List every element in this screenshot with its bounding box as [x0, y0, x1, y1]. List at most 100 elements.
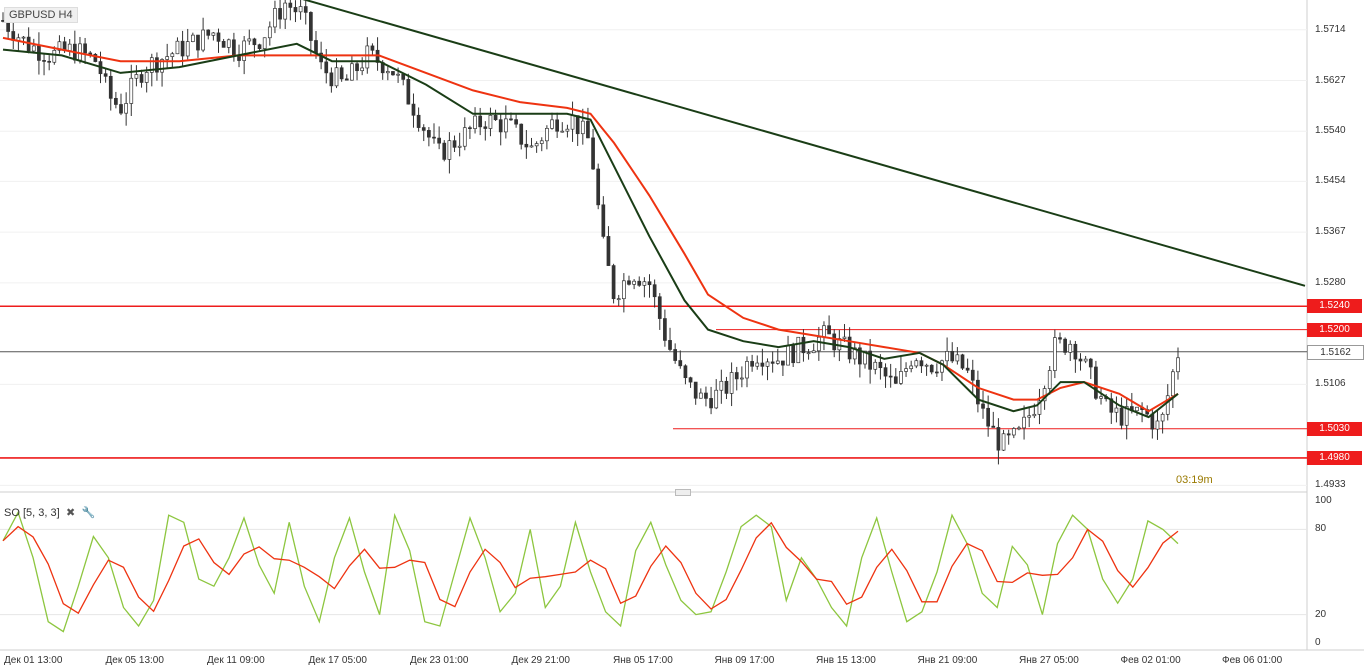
candle: [1094, 360, 1098, 400]
pane-splitter-handle[interactable]: [675, 489, 691, 496]
candle: [709, 386, 713, 415]
candle: [1160, 412, 1165, 434]
time-tick-label: Дек 17 05:00: [308, 655, 367, 666]
candle: [796, 336, 801, 364]
candle: [262, 37, 267, 58]
candle: [519, 123, 524, 150]
candle: [657, 293, 662, 330]
candle: [457, 132, 462, 157]
candle: [370, 43, 375, 56]
candle-timer: 03:19m: [1176, 474, 1213, 486]
candle: [724, 376, 729, 400]
candle: [247, 29, 252, 45]
candle: [652, 279, 657, 308]
candle: [524, 130, 529, 159]
candle: [473, 107, 477, 134]
candle: [226, 38, 231, 54]
candle: [267, 21, 272, 46]
candle: [760, 348, 765, 376]
candle: [103, 68, 108, 83]
price-tag-1.5162: 1.5162: [1307, 344, 1364, 360]
candle: [539, 137, 544, 152]
candle: [745, 356, 749, 388]
stoch-d-line: [2, 521, 1179, 615]
candle: [385, 65, 390, 81]
candle: [160, 58, 164, 87]
candle: [1114, 396, 1119, 423]
price-tick-label: 1.5280: [1315, 276, 1346, 288]
candle: [334, 58, 339, 89]
candle: [1124, 397, 1129, 440]
candle: [565, 124, 570, 138]
time-tick-label: Янв 27 05:00: [1019, 655, 1079, 666]
candle: [827, 315, 831, 335]
candle: [580, 108, 585, 145]
close-icon[interactable]: ✖: [66, 507, 76, 519]
candle: [832, 329, 837, 358]
candle: [755, 355, 760, 370]
candle: [729, 362, 734, 407]
price-tag-1.5030: 1.5030: [1307, 421, 1362, 436]
candle: [688, 376, 693, 388]
trendline: [302, 0, 1306, 287]
candle: [108, 69, 113, 111]
candle: [1011, 427, 1016, 439]
candle: [344, 74, 349, 81]
candle: [637, 276, 642, 287]
candle: [1063, 337, 1067, 356]
candle: [1006, 429, 1011, 445]
candle: [83, 37, 87, 65]
osc-tick-label: 0: [1315, 637, 1321, 648]
candle: [488, 107, 493, 137]
candle: [919, 356, 924, 373]
candle: [678, 350, 683, 369]
candle: [873, 359, 878, 375]
candle: [842, 324, 847, 342]
time-tick-label: Дек 01 13:00: [4, 655, 63, 666]
candle: [1083, 355, 1088, 364]
candle: [976, 370, 980, 413]
candle: [534, 141, 539, 153]
candle: [355, 61, 359, 81]
candle: [1088, 357, 1093, 380]
candle: [601, 196, 606, 239]
candle: [47, 55, 52, 71]
candle: [452, 135, 457, 152]
candle: [909, 360, 914, 373]
candle: [981, 390, 985, 419]
candle: [391, 71, 395, 76]
candle: [550, 112, 554, 130]
candle: [950, 342, 955, 364]
candle: [663, 309, 667, 347]
candle: [190, 32, 195, 43]
candle: [719, 369, 724, 404]
price-tick-label: 1.5454: [1315, 175, 1346, 187]
candle: [775, 348, 780, 365]
wrench-icon[interactable]: 🔧: [81, 507, 96, 519]
candle: [734, 366, 739, 391]
candle: [683, 364, 688, 385]
candle: [416, 107, 421, 132]
symbol-label: GBPUSD H4: [4, 7, 78, 23]
candle: [298, 0, 303, 20]
candle: [278, 0, 282, 29]
time-tick-label: Янв 21 09:00: [917, 655, 978, 666]
candle: [965, 358, 970, 374]
candle: [257, 43, 262, 52]
candle: [462, 117, 467, 151]
candle: [888, 363, 893, 388]
candle: [514, 114, 518, 128]
candle: [406, 73, 411, 105]
price-tick-label: 1.5714: [1315, 23, 1346, 35]
candle: [1027, 407, 1032, 428]
price-tick-label: 1.5540: [1315, 125, 1346, 137]
candle: [611, 263, 616, 304]
osc-tick-label: 80: [1315, 523, 1327, 535]
candle: [165, 43, 170, 69]
candle: [945, 337, 949, 367]
candle: [1119, 397, 1124, 430]
candle: [309, 11, 313, 55]
candle: [1176, 347, 1180, 380]
candle: [478, 107, 483, 136]
